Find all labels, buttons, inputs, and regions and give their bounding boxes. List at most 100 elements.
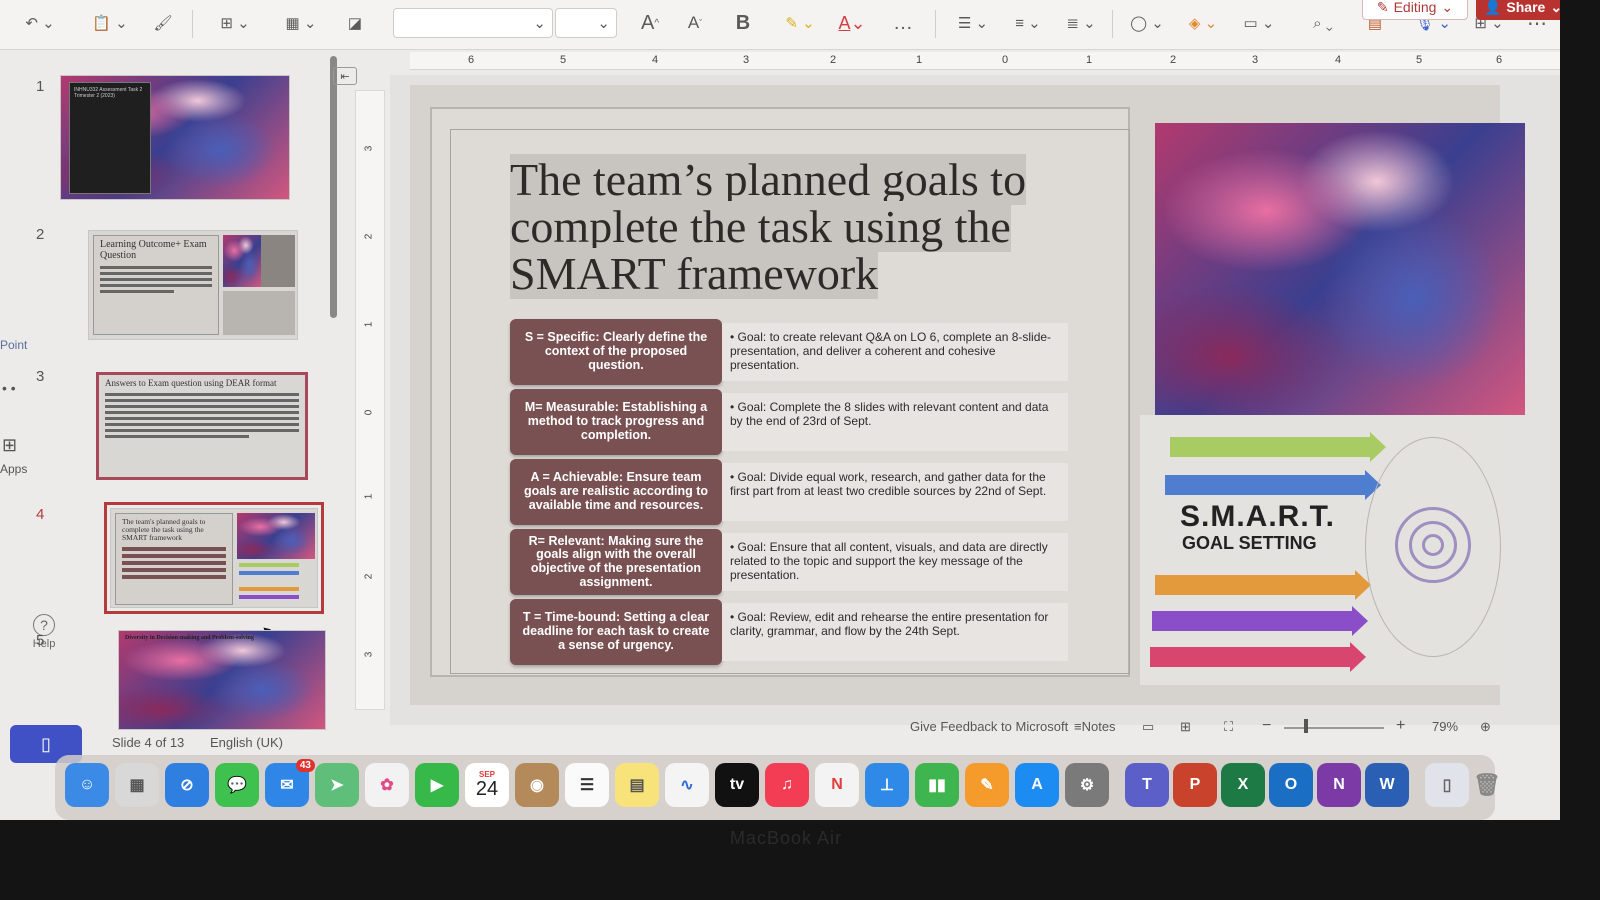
outlook-icon[interactable]: O xyxy=(1269,763,1313,807)
format-painter-icon[interactable]: 🖌 xyxy=(153,15,173,32)
finder-icon[interactable]: ☺ xyxy=(65,763,109,807)
powerpoint-icon[interactable]: P xyxy=(1173,763,1217,807)
bullets-icon[interactable]: ☰ ⌄ xyxy=(957,15,989,32)
contacts-icon[interactable]: ◉ xyxy=(515,763,559,807)
app-store-icon[interactable]: A xyxy=(1015,763,1059,807)
horizontal-ruler: 6 5 4 3 2 1 0 1 2 3 4 5 6 xyxy=(410,52,1560,70)
undo-icon[interactable]: ↶ ⌄ xyxy=(25,15,55,32)
onenote-icon[interactable]: N xyxy=(1317,763,1361,807)
layout-icon[interactable]: ▦ ⌄ xyxy=(285,15,317,32)
mail-icon[interactable]: ✉ 43 xyxy=(265,759,315,807)
smart-row-time-bound[interactable]: T = Time-bound: Setting a clear deadline… xyxy=(510,599,1090,665)
freeform-icon[interactable]: ∿ xyxy=(665,763,709,807)
launchpad-icon[interactable]: ▦ xyxy=(115,763,159,807)
smart-goal-graphic[interactable]: S.M.A.R.T. GOAL SETTING xyxy=(1140,415,1510,685)
shape-outline-icon[interactable]: ▭ ⌄ xyxy=(1243,15,1275,32)
messages-icon[interactable]: 💬 xyxy=(215,763,259,807)
thumb-number: 3 xyxy=(36,368,45,385)
collapse-pane-icon[interactable]: ⇤ xyxy=(333,67,357,85)
slide-thumbnail-3[interactable]: Answers to Exam question using DEAR form… xyxy=(96,372,308,480)
maps-icon[interactable]: ➤ xyxy=(315,763,359,807)
system-settings-icon[interactable]: ⚙ xyxy=(1065,763,1109,807)
excel-icon[interactable]: X xyxy=(1221,763,1265,807)
share-button[interactable]: 👤 Share ⌄ xyxy=(1476,0,1560,20)
smart-row-relevant[interactable]: R= Relevant: Making sure the goals align… xyxy=(510,529,1090,595)
smart-label: M= Measurable: Establishing a method to … xyxy=(510,389,722,455)
calendar-icon[interactable]: SEP 24 xyxy=(465,763,509,807)
increase-font-icon[interactable]: A ^ xyxy=(640,11,660,34)
thumb-number: 2 xyxy=(36,226,45,243)
teams-icon[interactable]: T xyxy=(1125,763,1169,807)
slide-title[interactable]: The team’s planned goals to complete the… xyxy=(510,154,1027,299)
zoom-out-button[interactable]: − xyxy=(1262,717,1272,734)
downloads-icon[interactable]: ▯ xyxy=(1425,763,1469,807)
new-slide-icon[interactable]: ⊞ ⌄ xyxy=(220,15,250,32)
facetime-icon[interactable]: ▶ xyxy=(415,763,459,807)
zoom-in-button[interactable]: + xyxy=(1396,717,1406,734)
language-indicator[interactable]: English (UK) xyxy=(210,735,283,750)
smart-goal: Goal: Ensure that all content, visuals, … xyxy=(722,533,1068,591)
smart-label: T = Time-bound: Setting a clear deadline… xyxy=(510,599,722,665)
paste-icon[interactable]: 📋 ⌄ xyxy=(92,15,128,32)
slide-thumbnail-1[interactable]: INHNU332 Assessment Task 2 Trimester 2 (… xyxy=(60,75,290,200)
notes-button[interactable]: ≡ Notes xyxy=(1074,719,1116,734)
apps-label[interactable]: Apps xyxy=(0,462,28,476)
more-font-options-icon[interactable]: … xyxy=(893,11,913,34)
marble-image[interactable] xyxy=(1155,123,1525,415)
thumbnail-scrollbar[interactable] xyxy=(330,56,337,318)
reminders-icon[interactable]: ☰ xyxy=(565,763,609,807)
presenter-view-icon[interactable]: ⛶ xyxy=(1224,719,1234,734)
slide-sorter-icon[interactable]: ⊞ xyxy=(1180,719,1191,734)
slide-thumbnail-4[interactable]: The team's planned goals to complete the… xyxy=(104,502,324,614)
notes-app-icon[interactable]: ▤ xyxy=(615,763,659,807)
thumb-title: Diversity in Decision-making and Problem… xyxy=(125,635,254,641)
smart-goal: Goal: Complete the 8 slides with relevan… xyxy=(722,393,1068,451)
smart-row-achievable[interactable]: A = Achievable: Ensure team goals are re… xyxy=(510,459,1090,525)
zoom-level[interactable]: 79% xyxy=(1432,719,1459,734)
font-name-select[interactable]: ⌄ xyxy=(393,8,553,38)
help-button[interactable]: ? Help xyxy=(22,614,66,650)
shape-fill-icon[interactable]: ◈ ⌄ xyxy=(1188,15,1218,32)
numbers-icon[interactable]: ▮▮ xyxy=(915,763,959,807)
macos-dock: ☺ ▦ ⊘ 💬 ✉ 43 ➤ ✿ ▶ SEP 24 ◉ ☰ ▤ ∿ tv ♫ N … xyxy=(55,755,1501,820)
feedback-link[interactable]: Give Feedback to Microsoft xyxy=(910,719,1069,734)
slide-format-icon[interactable]: ◪ xyxy=(347,15,363,32)
more-dots-icon[interactable]: • • xyxy=(2,380,16,396)
numbering-icon[interactable]: ≡ ⌄ xyxy=(1015,15,1041,32)
news-icon[interactable]: N xyxy=(815,763,859,807)
fit-slide-icon[interactable]: ⊕ xyxy=(1480,719,1491,734)
trash-icon[interactable]: 🗑 xyxy=(1473,772,1501,797)
apps-icon[interactable]: ⊞ xyxy=(2,435,18,455)
apple-tv-icon[interactable]: tv xyxy=(715,763,759,807)
normal-view-icon[interactable]: ▭ xyxy=(1142,719,1155,734)
thumb-title: Learning Outcome+ Exam Question xyxy=(100,239,207,261)
shapes-icon[interactable]: ◯ ⌄ xyxy=(1130,15,1164,32)
smart-row-specific[interactable]: S = Specific: Clearly define the context… xyxy=(510,319,1090,385)
font-size-select[interactable]: ⌄ xyxy=(555,8,617,38)
photos-icon[interactable]: ✿ xyxy=(365,763,409,807)
thumb-number: 1 xyxy=(36,78,45,95)
zoom-slider-thumb[interactable] xyxy=(1304,719,1308,733)
pink-arrow xyxy=(1150,642,1366,672)
find-icon[interactable]: ⌕ ⌄ xyxy=(1313,14,1333,32)
word-icon[interactable]: W xyxy=(1365,763,1409,807)
current-slide[interactable]: The team’s planned goals to complete the… xyxy=(410,85,1525,705)
safari-icon[interactable]: ⊘ xyxy=(165,763,209,807)
slide-thumbnail-2[interactable]: Learning Outcome+ Exam Question xyxy=(88,230,298,340)
music-icon[interactable]: ♫ xyxy=(765,763,809,807)
slide-inner-frame xyxy=(450,129,1130,674)
phone-icon: ▯ xyxy=(41,733,51,754)
font-color-icon[interactable]: A ⌄ xyxy=(838,12,866,33)
rail-point-label[interactable]: Point xyxy=(0,338,28,352)
align-icon[interactable]: ≣ ⌄ xyxy=(1066,15,1096,32)
pages-icon[interactable]: ✎ xyxy=(965,763,1009,807)
highlight-icon[interactable]: ✎ ⌄ xyxy=(785,15,815,32)
slide-thumbnail-5[interactable]: Diversity in Decision-making and Problem… xyxy=(118,630,326,730)
bold-button[interactable]: B xyxy=(735,11,751,34)
zoom-slider[interactable] xyxy=(1284,727,1384,729)
keynote-icon[interactable]: ⊥ xyxy=(865,763,909,807)
smart-row-measurable[interactable]: M= Measurable: Establishing a method to … xyxy=(510,389,1090,455)
smart-graphic-title: S.M.A.R.T. xyxy=(1180,500,1336,533)
editing-mode-button[interactable]: ✎ Editing ⌄ xyxy=(1362,0,1468,20)
